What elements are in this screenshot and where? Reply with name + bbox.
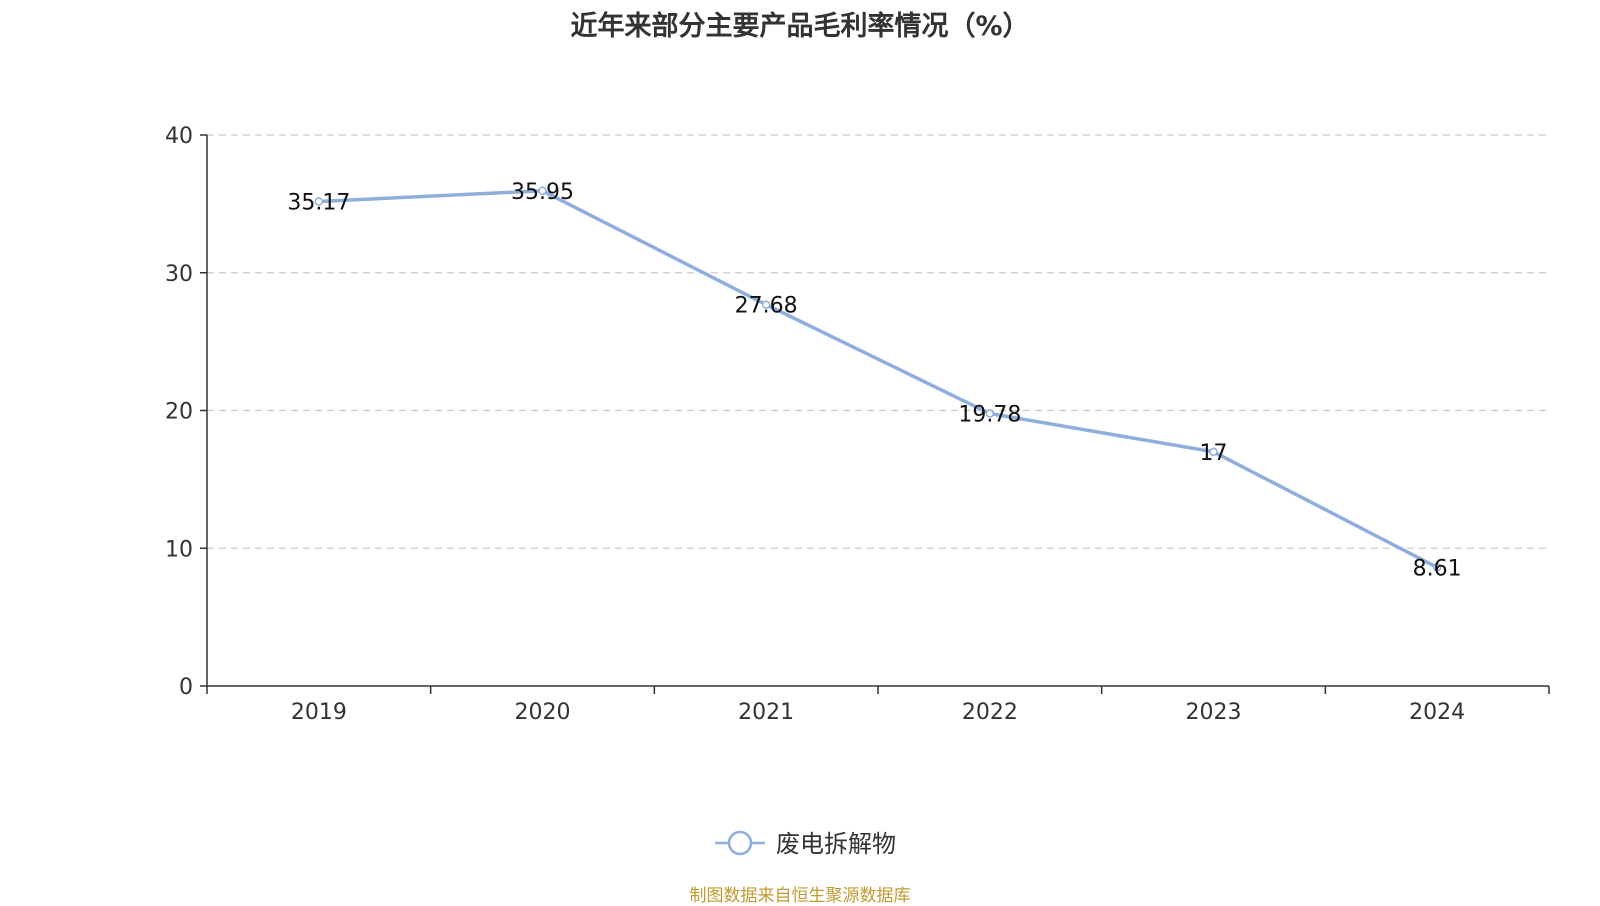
source-note: 制图数据来自恒生聚源数据库 [689,886,911,906]
data-point [314,197,324,206]
data-label: 19.78 [958,403,1021,428]
axes: 0 10 20 30 40 2019 2020 2021 2022 2023 2024 [165,124,1550,725]
y-tick-label: 0 [179,675,193,700]
legend[interactable]: 废电拆解物 [715,830,896,858]
series-layer [314,186,1442,572]
x-tick-label: 2020 [515,700,571,725]
data-label: 35.17 [287,191,350,216]
data-labels: 35.17 35.95 27.68 19.78 17 8.61 [287,180,1461,582]
x-tick-label: 2021 [738,700,794,725]
y-tick-label: 40 [165,124,193,149]
x-tick-label: 2022 [962,700,1018,725]
data-label: 27.68 [735,294,798,319]
data-point [538,186,547,196]
y-tick-label: 30 [165,262,193,287]
x-tick-label: 2024 [1409,700,1465,725]
y-tick-label: 20 [165,400,193,425]
data-point [1209,447,1218,457]
legend-label: 废电拆解物 [776,830,896,858]
gridlines [207,134,1549,549]
data-point [985,409,995,418]
data-label: 17 [1200,441,1228,466]
series-line [317,189,1439,570]
data-point [761,300,771,309]
x-tick-label: 2019 [291,700,347,725]
y-tick-label: 10 [165,537,193,562]
data-label: 35.95 [511,180,574,205]
chart-title: 近年来部分主要产品毛利率情况（%） [570,11,1030,42]
x-tick-label: 2023 [1186,700,1242,725]
data-label: 8.61 [1413,556,1462,581]
legend-marker [727,830,753,856]
data-point [1432,563,1442,572]
